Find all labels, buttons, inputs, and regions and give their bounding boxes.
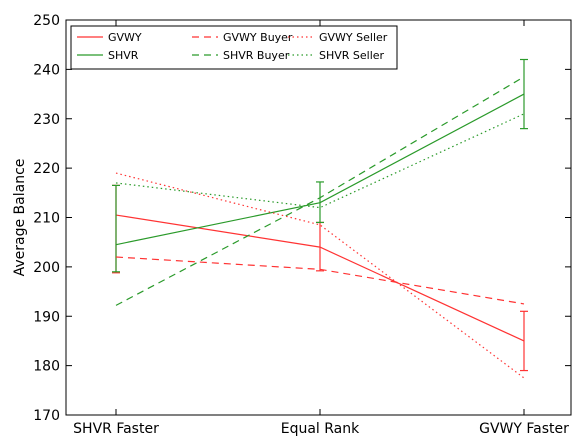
legend-box (70, 25, 398, 70)
legend-label: SHVR Buyer (223, 49, 290, 62)
error-bar (520, 310, 528, 372)
series-line-gvwy-buyer (115, 256, 525, 305)
legend-label: GVWY Buyer (223, 31, 293, 44)
series-line-shvr-seller (115, 113, 525, 209)
legend-label: SHVR Seller (319, 49, 385, 62)
plot-background (66, 20, 571, 415)
legend-item: SHVR (77, 49, 139, 62)
y-tick-label: 240 (33, 62, 60, 78)
y-axis-label: Average Balance (12, 159, 28, 277)
y-tick-label: 180 (33, 359, 60, 375)
x-tick-label: GVWY Faster (479, 421, 569, 437)
y-tick-label: 210 (33, 211, 60, 227)
legend-item: GVWY (77, 31, 142, 44)
series-layer (112, 58, 528, 379)
legend-label: SHVR (108, 49, 139, 62)
series-line-shvr-buyer (115, 76, 525, 306)
y-tick-label: 220 (33, 161, 60, 177)
legend-item: SHVR Buyer (192, 49, 290, 62)
plot-area (66, 20, 571, 415)
y-tick-label: 170 (33, 408, 60, 424)
y-tick-label: 200 (33, 260, 60, 276)
y-tick-label: 230 (33, 112, 60, 128)
legend-label: GVWY (108, 31, 142, 44)
y-tick-label: 250 (33, 13, 60, 29)
y-tick-label: 190 (33, 309, 60, 325)
error-bar (520, 58, 528, 130)
legend: GVWY GVWY Buyer GVWY Seller SHVR SHVR Buyer S… (70, 25, 398, 70)
legend-item: GVWY Buyer (192, 31, 293, 44)
x-tick-label: SHVR Faster (73, 421, 159, 437)
axes-layer: 170 180 190 200 210 220 230 240 250 SHVR Faster Eq… (33, 13, 572, 437)
legend-item: GVWY Seller (288, 31, 388, 44)
legend-label: GVWY Seller (319, 31, 388, 44)
x-tick-label: Equal Rank (281, 421, 360, 437)
error-bar (316, 181, 324, 224)
legend-item: SHVR Seller (288, 49, 385, 62)
